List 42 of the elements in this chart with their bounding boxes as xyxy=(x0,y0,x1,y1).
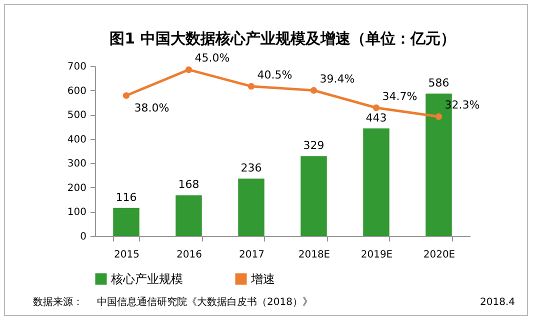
y-tick-label: 600 xyxy=(67,86,86,97)
bar xyxy=(300,156,327,236)
data-label: 168 xyxy=(178,178,200,192)
point xyxy=(248,82,255,90)
data-label: 38.0% xyxy=(134,102,170,115)
data-label: 45.0% xyxy=(194,52,230,65)
data-label: 34.7% xyxy=(382,90,418,103)
y-tick-label: 500 xyxy=(67,110,86,122)
chart-title: 图1 中国大数据核心产业规模及增速（单位：亿元） xyxy=(110,30,456,48)
point xyxy=(372,104,380,112)
data-label: 236 xyxy=(240,162,262,175)
y-tick-label: 700 xyxy=(67,62,86,72)
x-tick-label: 2017 xyxy=(239,250,264,260)
bar xyxy=(238,178,264,236)
point xyxy=(310,87,318,94)
y-tick-label: 300 xyxy=(67,158,86,170)
legend-label: 核心产业规模 xyxy=(110,272,183,286)
y-tick-label: 200 xyxy=(67,182,86,194)
point xyxy=(185,66,192,74)
bar xyxy=(113,208,140,236)
y-tick-label: 0 xyxy=(80,232,86,242)
x-tick-label: 2016 xyxy=(176,250,202,260)
data-label: 116 xyxy=(116,190,137,204)
x-tick-label: 2015 xyxy=(114,250,140,260)
data-label: 40.5% xyxy=(257,68,292,82)
data-label: 586 xyxy=(428,76,450,90)
x-tick-label: 2020E xyxy=(423,250,456,260)
bar xyxy=(176,195,202,236)
text: 2018.4 xyxy=(480,297,515,308)
legend-label: 增速 xyxy=(250,272,275,286)
point xyxy=(435,113,442,120)
x-tick-label: 2018E xyxy=(298,250,330,260)
source-note: 数据来源： xyxy=(33,296,83,308)
y-tick-label: 100 xyxy=(67,207,86,218)
data-label: 329 xyxy=(303,139,324,152)
x-tick-label: 2019E xyxy=(360,250,393,260)
y-tick-label: 400 xyxy=(67,134,86,146)
text: 中国信息通信研究院《大数据白皮书（2018）》 xyxy=(97,296,312,308)
bar xyxy=(363,128,390,236)
point xyxy=(122,92,130,99)
data-label: 39.4% xyxy=(320,72,355,86)
data-label: 443 xyxy=(366,111,387,124)
